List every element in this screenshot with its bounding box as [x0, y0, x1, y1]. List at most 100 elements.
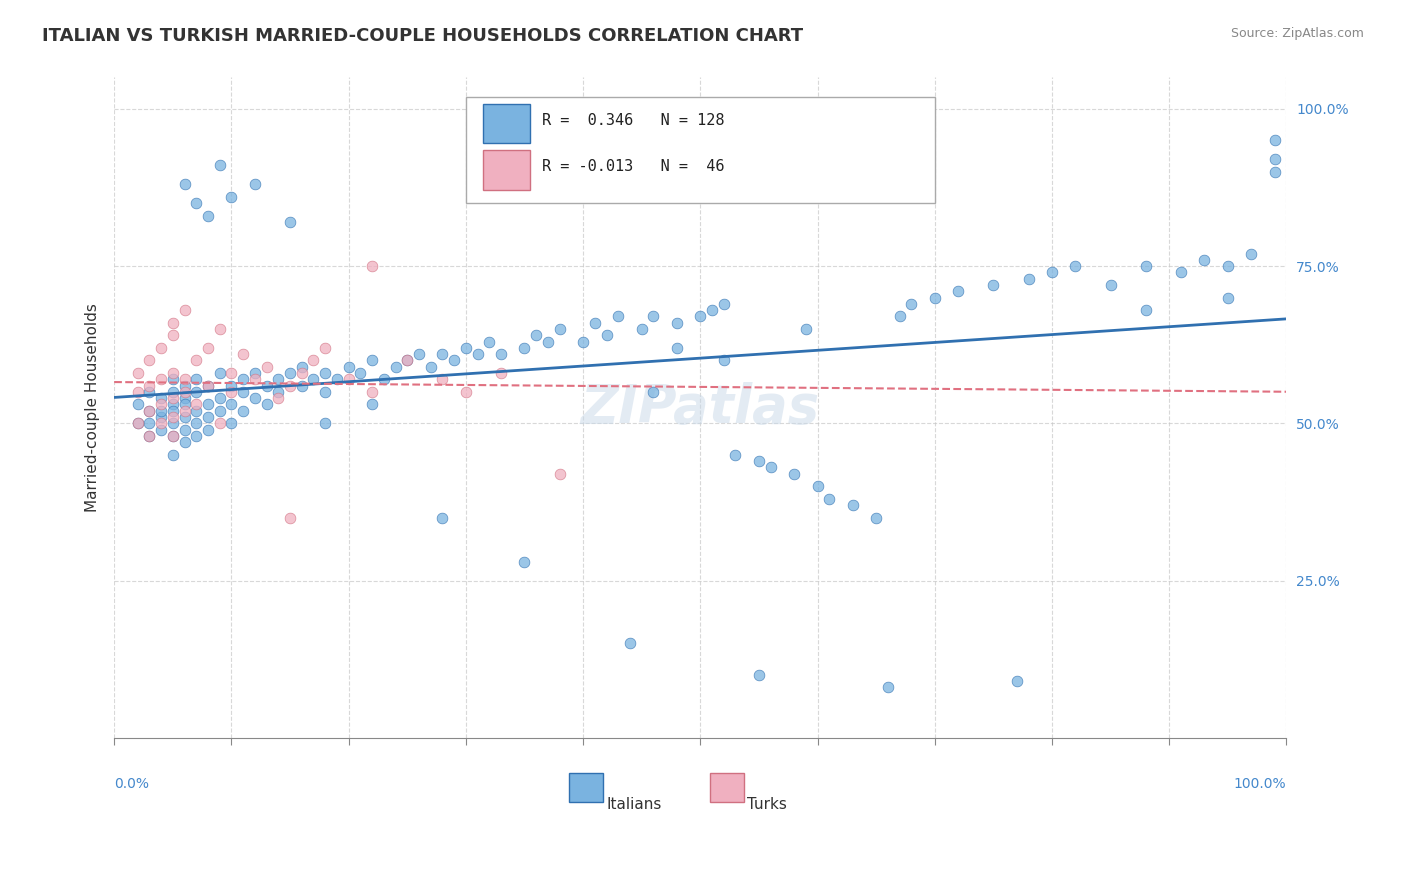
- Point: [700, 303, 723, 318]
- Point: [138, 403, 160, 417]
- Point: [478, 334, 501, 349]
- Point: [186, 417, 208, 431]
- Point: [221, 417, 243, 431]
- Point: [232, 372, 254, 386]
- Point: [150, 391, 173, 405]
- Point: [314, 366, 336, 380]
- Point: [138, 378, 160, 392]
- Point: [665, 316, 688, 330]
- Text: ZIPatlas: ZIPatlas: [581, 382, 820, 434]
- Point: [138, 384, 160, 399]
- Point: [302, 372, 325, 386]
- Point: [748, 454, 770, 468]
- Point: [208, 403, 231, 417]
- Point: [548, 322, 571, 336]
- Point: [572, 334, 595, 349]
- Point: [326, 372, 349, 386]
- Point: [173, 423, 195, 437]
- Point: [197, 423, 219, 437]
- Point: [232, 384, 254, 399]
- Point: [138, 403, 160, 417]
- Point: [162, 403, 184, 417]
- Point: [221, 384, 243, 399]
- FancyBboxPatch shape: [569, 772, 603, 802]
- Point: [162, 417, 184, 431]
- Point: [256, 397, 278, 411]
- Point: [162, 448, 184, 462]
- Point: [173, 178, 195, 192]
- Point: [643, 384, 665, 399]
- Point: [232, 403, 254, 417]
- Point: [1194, 252, 1216, 267]
- Point: [127, 366, 149, 380]
- Point: [278, 366, 301, 380]
- Point: [432, 347, 454, 361]
- Point: [162, 397, 184, 411]
- Point: [197, 341, 219, 355]
- Point: [197, 397, 219, 411]
- Point: [127, 417, 149, 431]
- Point: [454, 341, 477, 355]
- Point: [208, 322, 231, 336]
- Point: [818, 491, 841, 506]
- Point: [162, 384, 184, 399]
- Point: [173, 378, 195, 392]
- Point: [454, 384, 477, 399]
- Point: [150, 410, 173, 425]
- Point: [162, 372, 184, 386]
- Point: [162, 410, 184, 425]
- Point: [162, 391, 184, 405]
- Text: ITALIAN VS TURKISH MARRIED-COUPLE HOUSEHOLDS CORRELATION CHART: ITALIAN VS TURKISH MARRIED-COUPLE HOUSEH…: [42, 27, 803, 45]
- Point: [173, 410, 195, 425]
- Point: [513, 341, 536, 355]
- Point: [197, 378, 219, 392]
- Point: [1135, 303, 1157, 318]
- Point: [689, 310, 711, 324]
- Point: [173, 384, 195, 399]
- Point: [127, 397, 149, 411]
- Point: [150, 341, 173, 355]
- FancyBboxPatch shape: [484, 150, 530, 190]
- Point: [1264, 133, 1286, 147]
- Point: [221, 397, 243, 411]
- Point: [724, 448, 747, 462]
- Point: [150, 403, 173, 417]
- Point: [173, 391, 195, 405]
- Point: [1264, 165, 1286, 179]
- Point: [138, 417, 160, 431]
- Point: [173, 397, 195, 411]
- Point: [384, 359, 406, 374]
- Text: 0.0%: 0.0%: [114, 777, 149, 791]
- Text: Turks: Turks: [747, 797, 787, 813]
- Point: [291, 366, 314, 380]
- Point: [713, 297, 735, 311]
- Point: [208, 417, 231, 431]
- Point: [337, 359, 360, 374]
- Point: [173, 303, 195, 318]
- Point: [150, 397, 173, 411]
- Point: [127, 384, 149, 399]
- Point: [1064, 259, 1087, 273]
- Point: [361, 397, 384, 411]
- Point: [162, 429, 184, 443]
- Text: 100.0%: 100.0%: [1234, 777, 1286, 791]
- Point: [314, 384, 336, 399]
- Point: [595, 328, 617, 343]
- Point: [186, 353, 208, 368]
- Point: [150, 423, 173, 437]
- Point: [1264, 152, 1286, 166]
- Point: [267, 372, 290, 386]
- Point: [278, 378, 301, 392]
- Point: [924, 291, 946, 305]
- Point: [665, 341, 688, 355]
- Point: [162, 328, 184, 343]
- Point: [583, 316, 606, 330]
- Point: [983, 277, 1005, 292]
- Point: [243, 178, 266, 192]
- Point: [748, 668, 770, 682]
- Point: [619, 636, 641, 650]
- Text: Italians: Italians: [606, 797, 662, 813]
- Point: [173, 403, 195, 417]
- Point: [877, 681, 900, 695]
- Point: [349, 366, 371, 380]
